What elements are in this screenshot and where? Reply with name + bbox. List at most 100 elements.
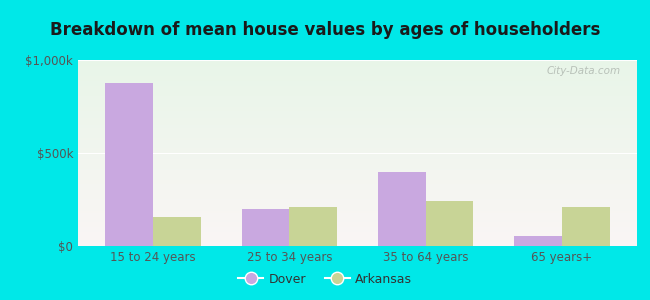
Bar <box>78 233 637 234</box>
Bar <box>78 63 637 64</box>
Bar <box>78 154 637 155</box>
Bar <box>78 239 637 240</box>
Bar <box>78 179 637 180</box>
Bar <box>78 94 637 95</box>
Bar <box>78 212 637 214</box>
Bar <box>78 134 637 135</box>
Bar <box>78 112 637 113</box>
Bar <box>78 235 637 236</box>
Bar <box>78 220 637 221</box>
Bar <box>78 227 637 228</box>
Text: City-Data.com: City-Data.com <box>546 66 620 76</box>
Bar <box>78 204 637 205</box>
Bar <box>78 78 637 79</box>
Bar <box>78 187 637 188</box>
Bar <box>78 219 637 220</box>
Bar <box>78 151 637 152</box>
Bar <box>78 203 637 204</box>
Bar <box>78 168 637 169</box>
Bar <box>78 164 637 165</box>
Bar <box>78 60 637 61</box>
Bar <box>78 223 637 224</box>
Bar <box>105 83 153 246</box>
Bar <box>78 149 637 150</box>
Bar <box>78 113 637 114</box>
Bar <box>78 178 637 179</box>
Bar <box>78 143 637 144</box>
Bar <box>78 163 637 164</box>
Bar <box>78 184 637 185</box>
Bar <box>78 155 637 156</box>
Bar <box>78 191 637 192</box>
Bar <box>78 68 637 69</box>
Bar <box>78 198 637 199</box>
Bar <box>78 62 637 63</box>
Bar <box>78 110 637 111</box>
Bar <box>78 140 637 141</box>
Bar <box>78 126 637 127</box>
Bar <box>78 237 637 238</box>
Bar <box>78 80 637 81</box>
Bar <box>78 97 637 98</box>
Bar <box>78 180 637 181</box>
Bar <box>78 67 637 68</box>
Bar <box>78 173 637 174</box>
Bar <box>78 245 637 246</box>
Bar <box>78 120 637 122</box>
Bar <box>426 201 473 246</box>
Bar <box>242 209 289 246</box>
Bar <box>78 107 637 108</box>
Bar <box>78 238 637 239</box>
Bar <box>78 236 637 237</box>
Bar <box>78 129 637 130</box>
Bar <box>78 189 637 190</box>
Bar <box>78 147 637 148</box>
Bar <box>78 142 637 143</box>
Bar <box>78 144 637 145</box>
Bar <box>78 72 637 73</box>
Bar <box>78 71 637 72</box>
Bar <box>78 76 637 77</box>
Bar <box>78 156 637 157</box>
Bar <box>78 130 637 131</box>
Bar <box>78 90 637 91</box>
Bar <box>78 122 637 123</box>
Bar <box>78 225 637 226</box>
Bar <box>78 86 637 87</box>
Bar <box>78 106 637 107</box>
Bar <box>78 217 637 218</box>
Bar <box>78 75 637 76</box>
Bar <box>289 207 337 246</box>
Bar <box>78 125 637 126</box>
Bar <box>78 175 637 176</box>
Bar <box>78 221 637 222</box>
Bar <box>78 92 637 94</box>
Bar <box>78 101 637 102</box>
Bar <box>78 183 637 184</box>
Bar <box>78 141 637 142</box>
Bar <box>78 196 637 197</box>
Bar <box>78 229 637 230</box>
Bar <box>78 85 637 86</box>
Bar <box>78 157 637 158</box>
Legend: Dover, Arkansas: Dover, Arkansas <box>233 268 417 291</box>
Bar <box>78 171 637 172</box>
Bar <box>78 70 637 71</box>
Bar <box>78 74 637 75</box>
Bar <box>78 226 637 227</box>
Bar <box>78 205 637 206</box>
Bar <box>78 231 637 232</box>
Bar <box>78 166 637 167</box>
Bar <box>78 124 637 125</box>
Bar <box>78 202 637 203</box>
Bar <box>78 111 637 112</box>
Bar <box>78 104 637 105</box>
Bar <box>78 167 637 168</box>
Bar <box>78 209 637 210</box>
Bar <box>78 177 637 178</box>
Bar <box>78 150 637 151</box>
Bar <box>78 210 637 211</box>
Bar <box>78 153 637 154</box>
Bar <box>78 185 637 187</box>
Bar <box>78 238 637 239</box>
